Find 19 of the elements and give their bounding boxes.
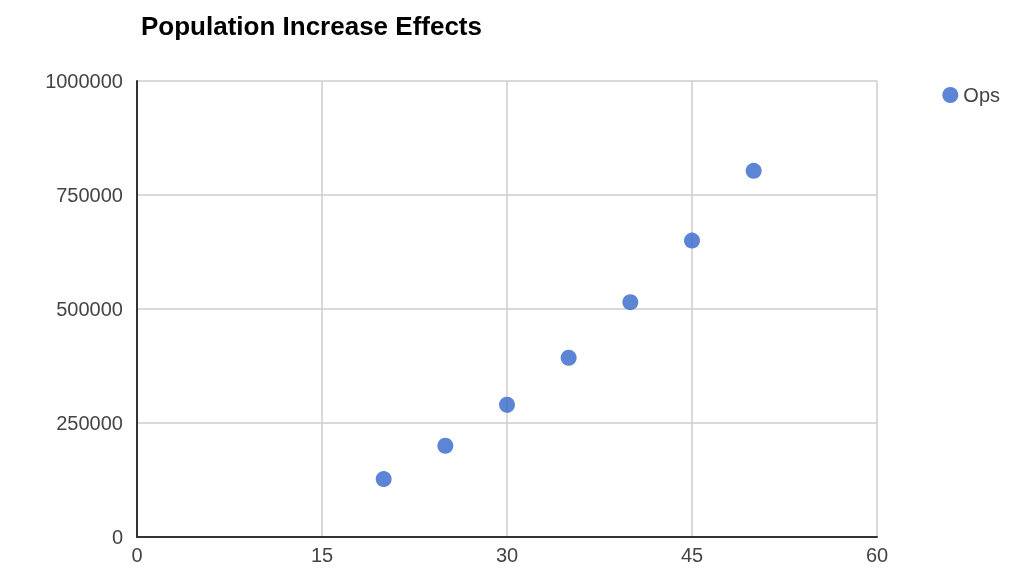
point <box>684 232 700 249</box>
point <box>745 162 762 179</box>
point <box>375 471 392 488</box>
chart-title: Population Increase Effects <box>141 11 482 41</box>
x-tick-label: 30 <box>495 544 519 566</box>
x-tick-label: 0 <box>131 544 143 566</box>
x-tick-label: 60 <box>865 544 889 566</box>
x-tick-label: 45 <box>680 544 704 566</box>
x-tick-label: 15 <box>310 544 334 566</box>
y-tick-label: 0 <box>111 526 123 548</box>
y-tick-label: 500000 <box>56 298 123 320</box>
y-tick-label: 750000 <box>56 184 123 206</box>
y-tick-label: 250000 <box>56 412 123 434</box>
y-tick-label: 1000000 <box>45 70 123 92</box>
point <box>499 396 515 413</box>
point <box>622 294 639 311</box>
point <box>437 437 454 454</box>
point <box>560 349 577 366</box>
legend-label: Ops <box>963 84 1001 106</box>
